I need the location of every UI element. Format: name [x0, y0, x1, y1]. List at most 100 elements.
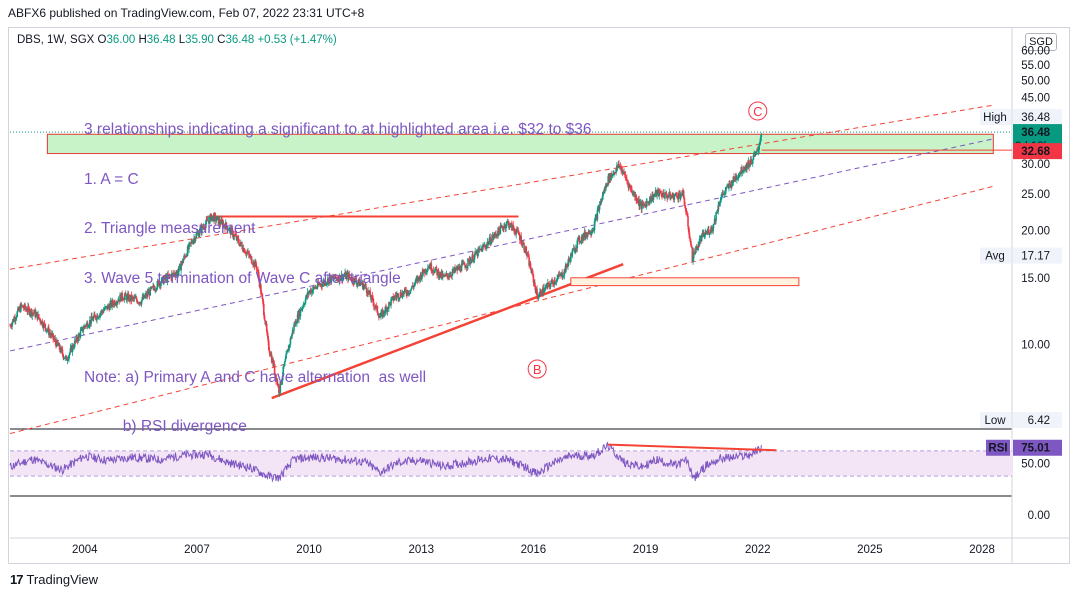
candle-body	[262, 298, 264, 305]
candle-body	[153, 288, 156, 291]
candle-body	[214, 215, 217, 222]
candle-body	[157, 281, 159, 282]
candle-body	[400, 292, 402, 297]
candle-body	[266, 331, 269, 336]
candle-body	[362, 286, 365, 290]
candle-body	[641, 203, 643, 209]
candle-body	[25, 309, 28, 312]
candle-body	[534, 282, 536, 287]
candle-body	[507, 221, 510, 223]
price-tick: 50.00	[1021, 75, 1050, 87]
candle-body	[573, 247, 576, 253]
candle-body	[619, 165, 622, 167]
candle-body	[274, 373, 277, 375]
candle-body	[713, 218, 716, 225]
tradingview-logo-icon: 17	[10, 572, 24, 587]
candle-body	[163, 278, 165, 284]
candle-body	[268, 350, 271, 354]
candle-body	[393, 298, 395, 301]
channel-mid-line	[9, 138, 994, 352]
currency-button[interactable]: SGD	[1025, 33, 1057, 51]
candle-body	[331, 275, 333, 278]
candle-body	[580, 241, 582, 243]
candle-body	[713, 224, 715, 225]
rsi-label: RSI	[988, 443, 1007, 455]
candle-body	[219, 219, 221, 224]
candle-body	[103, 309, 105, 311]
candle-body	[723, 191, 726, 195]
candle-body	[365, 288, 368, 293]
candle-body	[204, 228, 206, 230]
candle-body	[278, 392, 281, 394]
candle-body	[280, 380, 283, 385]
candle-body	[759, 141, 761, 146]
price-tick: 45.00	[1021, 93, 1050, 105]
candle-body	[348, 273, 351, 278]
candle-body	[250, 256, 253, 264]
candle-body	[731, 182, 734, 187]
candle-body	[378, 315, 380, 318]
candle-body	[123, 296, 126, 301]
candle-body	[403, 291, 405, 295]
candle-body	[518, 233, 520, 236]
candle-body	[754, 154, 756, 156]
candle-body	[466, 265, 469, 268]
candle-body	[737, 175, 740, 179]
wave-label-b: B	[527, 359, 547, 379]
candle-body	[721, 195, 723, 198]
candle-body	[155, 288, 158, 290]
candle-body	[621, 169, 624, 175]
candle-body	[360, 283, 362, 285]
candle-body	[398, 298, 400, 300]
candle-body	[749, 164, 751, 168]
candle-body	[732, 176, 735, 183]
open-value: 36.00	[106, 34, 136, 46]
candle-body	[759, 136, 762, 142]
candle-body	[548, 283, 551, 286]
candle-body	[390, 299, 392, 306]
candle-body	[697, 245, 699, 251]
candle-body	[43, 322, 46, 324]
candle-body	[754, 151, 757, 155]
candle-body	[220, 219, 223, 225]
candle-body	[396, 294, 398, 298]
candle-body	[628, 184, 631, 186]
candle-body	[136, 300, 139, 304]
candle-body	[705, 232, 707, 234]
candle-body	[748, 161, 750, 168]
candle-body	[540, 290, 543, 296]
candle-body	[383, 310, 385, 314]
level-tag: 32.68	[1013, 143, 1062, 160]
candle-body	[405, 290, 407, 294]
candle-body	[662, 192, 665, 198]
candle-body	[268, 341, 270, 351]
candle-body	[85, 323, 88, 327]
candle-body	[160, 277, 163, 283]
candle-body	[544, 287, 546, 292]
candle-body	[660, 193, 663, 196]
candle-body	[449, 274, 451, 277]
candle-body	[100, 310, 103, 313]
candle-body	[283, 365, 285, 368]
candle-body	[140, 300, 143, 305]
candle-body	[299, 309, 302, 317]
candle-body	[459, 266, 461, 271]
candle-body	[68, 355, 70, 360]
candle-body	[626, 181, 629, 183]
candle-body	[562, 277, 564, 278]
symbol-info[interactable]: DBS, 1W, SGX	[17, 34, 95, 46]
candle-body	[256, 269, 259, 271]
candle-body	[363, 285, 366, 287]
time-axis: 2004 2007 2010 2013 2016 2019 2022 2025 2028	[72, 544, 995, 556]
candle-body	[267, 335, 269, 342]
candle-body	[398, 297, 401, 299]
candle-body	[473, 254, 476, 260]
tradingview-footer[interactable]: 17 TradingView	[10, 572, 98, 587]
candle-body	[574, 250, 576, 253]
candle-body	[552, 281, 554, 285]
candle-body	[700, 234, 703, 242]
candle-body	[505, 225, 507, 229]
candle-body	[421, 275, 423, 279]
candle-body	[735, 176, 737, 180]
